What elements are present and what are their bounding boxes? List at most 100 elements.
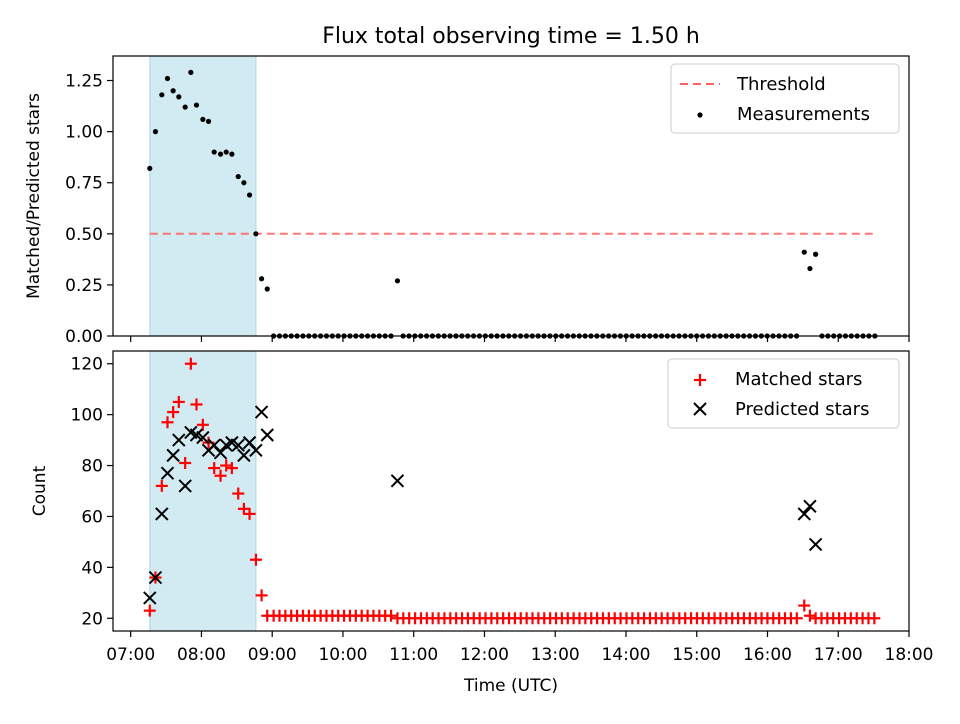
- matched-star-point: [196, 418, 209, 431]
- x-tick-label: 08:00: [177, 645, 226, 665]
- predicted-star-point: [148, 570, 163, 585]
- measurement-point: [170, 88, 176, 94]
- top-y-tick-label: 0.75: [65, 174, 103, 194]
- measurement-point: [164, 75, 171, 82]
- top-y-axis-label: Matched/Predicted stars: [24, 93, 44, 299]
- predicted-star-point: [166, 448, 180, 463]
- bottom-y-tick-label: 60: [81, 507, 103, 527]
- predicted-star-point: [260, 428, 274, 442]
- predicted-star-point: [231, 438, 245, 452]
- matched-star-point: [225, 462, 238, 475]
- matched-star-point: [798, 599, 811, 612]
- measurement-point: [246, 192, 253, 198]
- top-legend: Threshold Measurements: [670, 63, 900, 134]
- predicted-star-point: [249, 443, 263, 457]
- measurement-point: [807, 265, 813, 272]
- predicted-star-point: [213, 446, 228, 460]
- top-observing-window: [149, 55, 257, 337]
- measurement-point: [211, 149, 217, 155]
- figure-title: Flux total observing time = 1.50 h: [322, 24, 700, 49]
- measurement-point: [182, 104, 188, 110]
- measurement-point: [801, 249, 807, 255]
- bottom-axes-frame: [112, 350, 910, 632]
- predicted-star-point: [155, 507, 169, 521]
- predicted-star-point: [237, 448, 251, 463]
- matched-star-point: [790, 612, 803, 625]
- predicted-star-point: [196, 430, 210, 445]
- measurement-point: [188, 69, 194, 75]
- bottom-y-tick-label: 20: [81, 609, 103, 629]
- measurement-point: [258, 276, 265, 282]
- x-tick-label: 15:00: [672, 645, 721, 665]
- measurement-point: [152, 129, 159, 135]
- bottom-y-axis-ticks: 20 40 60 80 100 120: [71, 355, 113, 629]
- measurements-legend-label: Measurements: [737, 104, 870, 125]
- matched-star-point: [803, 609, 816, 622]
- top-legend-box: [670, 63, 900, 134]
- measurement-point: [205, 118, 212, 125]
- x-tick-label: 07:00: [106, 645, 155, 665]
- matched-star-point: [243, 507, 256, 520]
- x-tick-label: 11:00: [389, 645, 438, 665]
- threshold-legend-label: Threshold: [736, 74, 826, 95]
- predicted-star-point: [390, 474, 405, 488]
- top-panel: 0.00 0.25 0.50 0.75 1.00 1.25 Matched/Predict…: [24, 55, 910, 347]
- x-tick-label: 18:00: [885, 645, 934, 665]
- bottom-y-tick-label: 80: [81, 457, 103, 477]
- measurement-point: [159, 92, 165, 98]
- matched-star-point: [232, 487, 245, 500]
- measurement-point: [229, 151, 235, 157]
- top-y-tick-label: 1.25: [65, 72, 103, 92]
- bottom-y-tick-label: 100: [71, 406, 103, 426]
- top-y-tick-label: 0.00: [65, 327, 103, 347]
- predicted-star-point: [143, 591, 157, 605]
- matched-star-point: [172, 395, 185, 408]
- predicted-star-point: [160, 466, 175, 480]
- matched-star-point: [208, 462, 221, 475]
- measurement-point: [217, 151, 224, 157]
- matched-star-point: [184, 357, 197, 370]
- predicted-legend-label: Predicted stars: [735, 399, 869, 420]
- x-tick-label: 12:00: [460, 645, 509, 665]
- x-tick-label: 14:00: [601, 645, 650, 665]
- top-y-tick-label: 0.50: [65, 225, 103, 245]
- matched-star-point: [868, 612, 881, 625]
- matched-star-point: [179, 457, 192, 469]
- matched-star-point: [167, 406, 180, 419]
- top-axes-frame: [112, 55, 910, 337]
- matched-star-point: [385, 609, 398, 622]
- bottom-y-tick-label: 40: [81, 558, 103, 578]
- predicted-star-point: [797, 507, 811, 521]
- measurement-point: [176, 94, 182, 100]
- bottom-observing-window: [149, 350, 257, 632]
- bottom-x-axis-ticks: 07:00 08:00 09:00 10:00 11:00 12:00 13:00 14:00…: [106, 631, 934, 665]
- matched-star-point: [214, 469, 227, 482]
- matched-star-point: [155, 479, 168, 492]
- measurement-point: [193, 102, 200, 108]
- predicted-star-point: [808, 537, 823, 552]
- matched-star-point: [143, 604, 156, 617]
- measurement-point: [200, 116, 206, 122]
- measurement-point: [147, 165, 153, 172]
- matched-star-point: [255, 589, 268, 602]
- top-y-axis-ticks: 0.00 0.25 0.50 0.75 1.00 1.25: [65, 72, 113, 347]
- x-tick-label: 17:00: [814, 645, 863, 665]
- count-points: [143, 357, 881, 625]
- predicted-star-point: [803, 499, 817, 513]
- matched-legend-label: Matched stars: [735, 369, 862, 390]
- bottom-y-tick-label: 120: [71, 355, 103, 375]
- x-axis-label: Time (UTC): [463, 676, 558, 696]
- x-tick-label: 10:00: [318, 645, 367, 665]
- measurement-point: [223, 149, 229, 155]
- measurement-point: [253, 231, 259, 237]
- top-y-tick-label: 0.25: [65, 276, 103, 296]
- bottom-y-axis-label: Count: [30, 465, 50, 516]
- x-tick-label: 09:00: [248, 645, 297, 665]
- measurement-point: [813, 251, 819, 257]
- matched-legend-swatch: [694, 374, 706, 386]
- x-tick-label: 16:00: [743, 645, 792, 665]
- bottom-legend-box: [667, 358, 900, 429]
- predicted-legend-swatch: [693, 402, 707, 416]
- bottom-panel: 20 40 60 80 100 120 07:00 08:00 09:00 10:00 11:00…: [30, 350, 934, 696]
